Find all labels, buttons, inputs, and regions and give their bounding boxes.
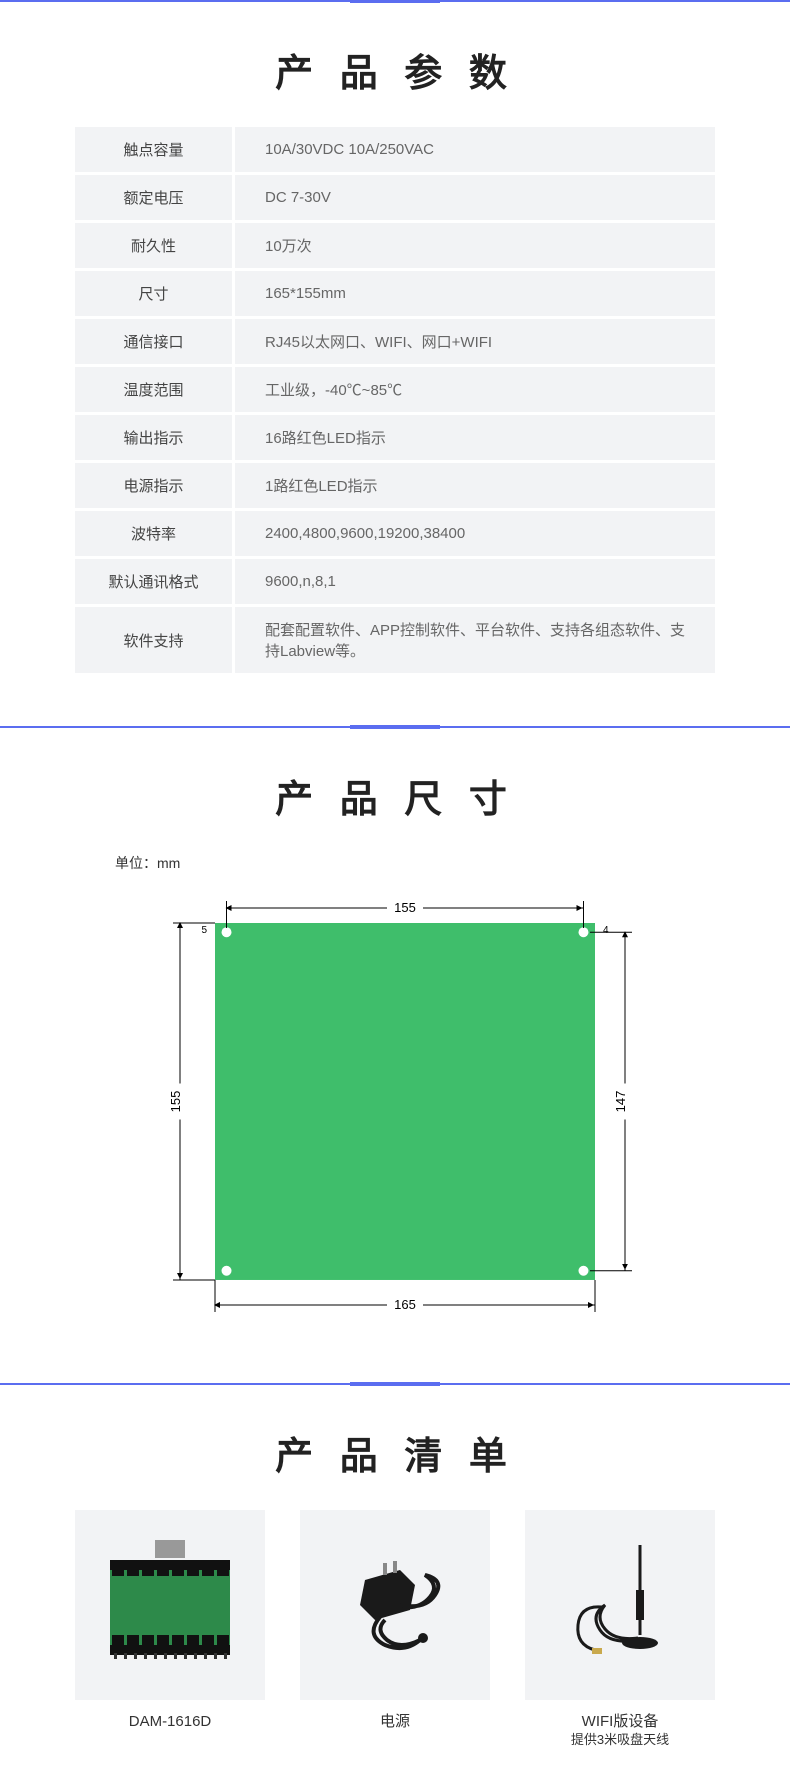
spec-value: 1路红色LED指示	[235, 463, 715, 511]
dimension-svg: 155 5 4 155 147 165	[115, 883, 675, 1323]
spec-key: 温度范围	[75, 367, 235, 415]
svg-text:155: 155	[394, 900, 416, 915]
product-image	[300, 1510, 490, 1700]
spec-row: 耐久性10万次	[75, 223, 715, 271]
dims-title: 产 品 尺 寸	[0, 728, 790, 853]
spec-key: 软件支持	[75, 607, 235, 676]
product-item: 电源	[300, 1510, 490, 1748]
svg-text:5: 5	[201, 925, 207, 936]
product-item: DAM-1616D	[75, 1510, 265, 1748]
divider	[0, 0, 790, 2]
spec-value: RJ45以太网口、WIFI、网口+WIFI	[235, 319, 715, 367]
spec-row: 额定电压DC 7-30V	[75, 175, 715, 223]
spec-key: 通信接口	[75, 319, 235, 367]
product-list: DAM-1616D 电源 WIFI版设备提供3米吸盘天线	[75, 1510, 715, 1748]
spec-row: 温度范围工业级，-40℃~85℃	[75, 367, 715, 415]
spec-value: 10万次	[235, 223, 715, 271]
product-item: WIFI版设备提供3米吸盘天线	[525, 1510, 715, 1748]
spec-key: 尺寸	[75, 271, 235, 319]
spec-key: 触点容量	[75, 127, 235, 175]
divider	[0, 726, 790, 728]
spec-row: 通信接口RJ45以太网口、WIFI、网口+WIFI	[75, 319, 715, 367]
spec-row: 电源指示1路红色LED指示	[75, 463, 715, 511]
product-label: 电源	[300, 1712, 490, 1732]
svg-text:165: 165	[394, 1297, 416, 1312]
svg-text:147: 147	[613, 1091, 628, 1113]
spec-row: 波特率2400,4800,9600,19200,38400	[75, 511, 715, 559]
spec-key: 波特率	[75, 511, 235, 559]
spec-key: 默认通讯格式	[75, 559, 235, 607]
product-image	[75, 1510, 265, 1700]
spec-value: 9600,n,8,1	[235, 559, 715, 607]
product-image	[525, 1510, 715, 1700]
spec-key: 耐久性	[75, 223, 235, 271]
svg-text:155: 155	[168, 1091, 183, 1113]
spec-row: 输出指示16路红色LED指示	[75, 415, 715, 463]
spec-row: 触点容量10A/30VDC 10A/250VAC	[75, 127, 715, 175]
spec-value: 2400,4800,9600,19200,38400	[235, 511, 715, 559]
spec-row: 尺寸165*155mm	[75, 271, 715, 319]
spec-value: 10A/30VDC 10A/250VAC	[235, 127, 715, 175]
spec-key: 电源指示	[75, 463, 235, 511]
spec-row: 默认通讯格式9600,n,8,1	[75, 559, 715, 607]
list-title: 产 品 清 单	[0, 1385, 790, 1510]
spec-value: 16路红色LED指示	[235, 415, 715, 463]
spec-row: 软件支持配套配置软件、APP控制软件、平台软件、支持各组态软件、支持Labvie…	[75, 607, 715, 676]
spec-value: 165*155mm	[235, 271, 715, 319]
product-label: WIFI版设备	[525, 1712, 715, 1732]
spec-table: 触点容量10A/30VDC 10A/250VAC额定电压DC 7-30V耐久性1…	[75, 127, 715, 676]
spec-value: 工业级，-40℃~85℃	[235, 367, 715, 415]
spec-key: 输出指示	[75, 415, 235, 463]
product-sublabel: 提供3米吸盘天线	[525, 1732, 715, 1749]
spec-key: 额定电压	[75, 175, 235, 223]
params-title: 产 品 参 数	[0, 2, 790, 127]
svg-text:4: 4	[603, 925, 609, 936]
spec-value: DC 7-30V	[235, 175, 715, 223]
divider	[0, 1383, 790, 1385]
dimensions-diagram: 单位：mm 155 5 4 155 147 165	[75, 853, 715, 1323]
product-label: DAM-1616D	[75, 1712, 265, 1732]
spec-value: 配套配置软件、APP控制软件、平台软件、支持各组态软件、支持Labview等。	[235, 607, 715, 676]
unit-label: 单位：mm	[75, 853, 715, 873]
